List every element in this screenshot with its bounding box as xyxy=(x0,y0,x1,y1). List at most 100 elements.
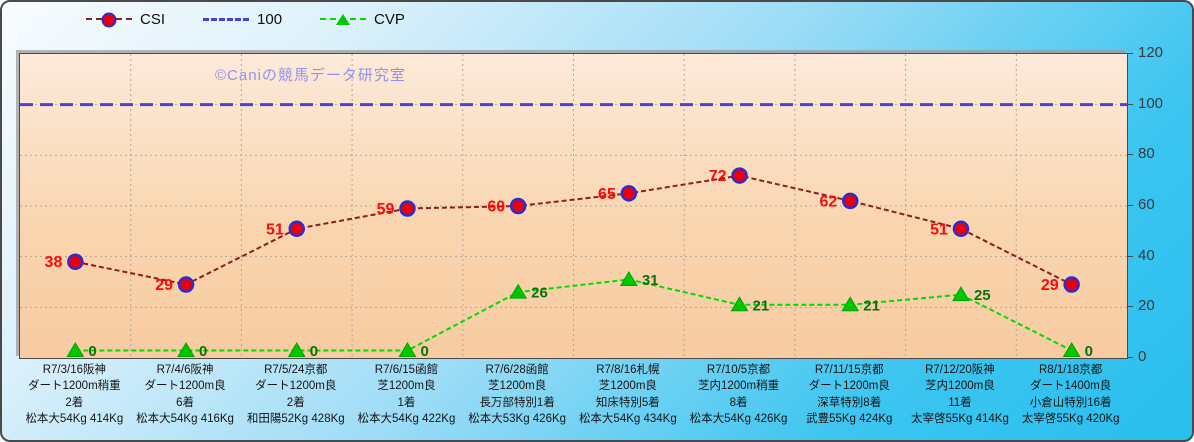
legend-item-cvp: CVP xyxy=(320,11,405,28)
x-axis-label-line: 芝内1200m良 xyxy=(925,380,995,393)
data-point-CSI xyxy=(177,276,195,293)
y-axis-tick-label: 100 xyxy=(1138,94,1164,112)
data-label-CVP: 0 xyxy=(1085,343,1093,360)
series-line-CSI xyxy=(75,174,1073,286)
data-label-CSI: 51 xyxy=(930,221,948,238)
x-axis-label-line: R7/4/6阪神 xyxy=(156,364,214,376)
data-point-CVP xyxy=(177,342,195,357)
x-axis-label-line: 1着 xyxy=(397,396,416,409)
data-label-CSI: 62 xyxy=(819,193,837,210)
data-point-CSI xyxy=(399,200,416,217)
cvp-line-sample xyxy=(320,13,367,25)
x-axis-label-line: 芝1200m良 xyxy=(598,380,657,393)
legend: CSI 100 CVP xyxy=(86,8,405,30)
x-axis-category-label: R7/8/16札幌 芝1200m良 知床特別5着 松本大54Kg 434Kg xyxy=(573,362,683,427)
y-axis-tick xyxy=(1128,306,1133,308)
data-label-CSI: 38 xyxy=(45,254,63,271)
y-axis: 120 100 80 60 40 20 0 xyxy=(1128,2,1188,440)
x-axis-label-line: 深草特別8着 xyxy=(817,396,882,409)
data-point-CVP xyxy=(1062,342,1081,357)
data-point-CVP xyxy=(952,286,970,302)
series-line-CVP xyxy=(75,278,1073,352)
plot-area: 38 29 51 59 60 65 72 62 51 29 0 0 0 0 26 31 21 21 25 0 xyxy=(19,53,1128,360)
y-axis-tick-label: 80 xyxy=(1138,145,1155,163)
data-label-CVP: 21 xyxy=(863,297,880,314)
data-label-CSI: 65 xyxy=(598,186,616,203)
x-axis-label-line: 太宰啓55Kg 414Kg xyxy=(911,412,1009,425)
x-axis-label-line: 松本大54Kg 416Kg xyxy=(136,412,234,425)
x-axis-label-line: 2着 xyxy=(286,396,305,409)
data-point-CVP xyxy=(398,342,417,357)
data-point-CVP xyxy=(730,296,749,312)
cvp-marker-icon xyxy=(336,13,351,25)
x-axis-label-line: R7/5/24京都 xyxy=(264,364,328,376)
data-label-CVP: 0 xyxy=(88,343,96,360)
x-axis-category-label: R7/6/15函館 芝1200m良 1着 松本大54Kg 422Kg xyxy=(351,362,461,427)
x-axis-label-line: ダート1200m良 xyxy=(255,380,337,393)
data-label-CVP: 25 xyxy=(974,287,991,304)
x-axis-label-line: ダート1200m良 xyxy=(808,380,890,393)
x-axis-label-line: 6着 xyxy=(176,396,194,409)
legend-label-csi: CSI xyxy=(140,10,166,28)
x-axis-label-line: R7/11/15京都 xyxy=(814,364,884,376)
x-axis-category-label: R7/4/6阪神 ダート1200m良 6着松本大54Kg 416Kg xyxy=(130,362,240,427)
data-point-CVP xyxy=(619,270,638,286)
y-axis-tick-label: 40 xyxy=(1138,246,1155,264)
chart-svg: 38 29 51 59 60 65 72 62 51 29 0 0 0 0 26 31 21 21 25 0 xyxy=(20,54,1127,360)
x-axis-label-line: R7/6/28函館 xyxy=(485,364,549,376)
csi-marker-icon xyxy=(101,12,117,28)
data-point-CSI xyxy=(1063,276,1080,293)
data-label-CSI: 29 xyxy=(155,277,173,294)
data-label-CVP: 26 xyxy=(531,285,548,302)
data-point-CSI xyxy=(731,167,748,184)
y-axis-tick xyxy=(1128,154,1133,156)
x-axis-label-line: ダート1200m良 xyxy=(144,380,226,393)
x-axis-label-line: R7/12/20阪神 xyxy=(925,364,995,376)
x-axis-label-line: 小倉山特別16着 xyxy=(1029,396,1112,409)
x-axis-label-line: 松本大54Kg 434Kg xyxy=(578,412,677,425)
data-point-CVP xyxy=(287,342,306,357)
x-axis-label-line: R7/3/16阪神 xyxy=(42,364,106,376)
data-label-CSI: 51 xyxy=(266,221,284,238)
y-axis-tick-label: 0 xyxy=(1138,348,1147,365)
x-axis: R7/3/16阪神ダート1200m稍重 2着松本大54Kg 414Kg R7/4/6… xyxy=(19,362,1126,434)
data-point-CVP xyxy=(509,283,528,299)
x-axis-label-line: 芝内1200m稍重 xyxy=(697,380,780,393)
data-label-CVP: 21 xyxy=(753,297,770,314)
x-axis-label-line: 武豊55Kg 424Kg xyxy=(806,412,893,425)
data-point-CSI xyxy=(67,253,84,270)
x-axis-label-line: 2着 xyxy=(65,396,84,409)
x-axis-label-line: R7/10/5京都 xyxy=(706,364,771,376)
x-axis-label-line: 松本大54Kg 414Kg xyxy=(25,412,124,425)
y-axis-tick xyxy=(1128,53,1133,54)
x-axis-label-line: 松本大54Kg 422Kg xyxy=(357,412,456,425)
x-axis-label-line: 太宰啓55Kg 420Kg xyxy=(1021,412,1120,425)
x-axis-label-line: 知床特別5着 xyxy=(595,396,660,409)
x-axis-label-line: 和田陽52Kg 428Kg xyxy=(246,412,345,425)
x-axis-label-line: ダート1400m良 xyxy=(1030,380,1112,393)
data-label-CSI: 60 xyxy=(487,199,505,216)
y-axis-tick-label: 60 xyxy=(1138,196,1155,213)
legend-item-csi: CSI xyxy=(86,11,165,28)
y-axis-tick xyxy=(1128,205,1133,206)
data-point-CSI xyxy=(620,185,638,202)
x-axis-label-line: 芝1200m良 xyxy=(377,380,436,393)
data-label-CSI: 72 xyxy=(709,168,727,185)
legend-label-100: 100 xyxy=(257,10,283,28)
x-axis-label-line: 8着 xyxy=(729,396,748,409)
x-axis-category-label: R7/5/24京都 ダート1200m良 2着和田陽52Kg 428Kg xyxy=(241,362,351,427)
x-axis-category-label: R7/11/15京都 ダート1200m良 深草特別8着 武豊55Kg 424Kg xyxy=(794,362,904,427)
watermark: ©Caniの競馬データ研究室 xyxy=(215,67,406,84)
x-axis-category-label: R7/3/16阪神ダート1200m稍重 2着松本大54Kg 414Kg xyxy=(19,362,129,427)
data-label-CVP: 0 xyxy=(420,343,428,360)
x-axis-label-line: 松本大53Kg 426Kg xyxy=(468,412,567,425)
x-axis-label-line: 芝1200m良 xyxy=(488,380,547,393)
x-axis-label-line: 長万部特別1着 xyxy=(479,396,555,409)
data-label-CSI: 59 xyxy=(377,201,395,218)
legend-label-cvp: CVP xyxy=(374,10,405,28)
data-point-CVP xyxy=(841,296,860,312)
x-axis-label-line: ダート1200m稍重 xyxy=(28,380,121,393)
x-axis-category-label: R7/6/28函館 芝1200m良 長万部特別1着 松本大53Kg 426Kg xyxy=(462,362,572,427)
y-axis-tick-label: 20 xyxy=(1138,297,1155,315)
